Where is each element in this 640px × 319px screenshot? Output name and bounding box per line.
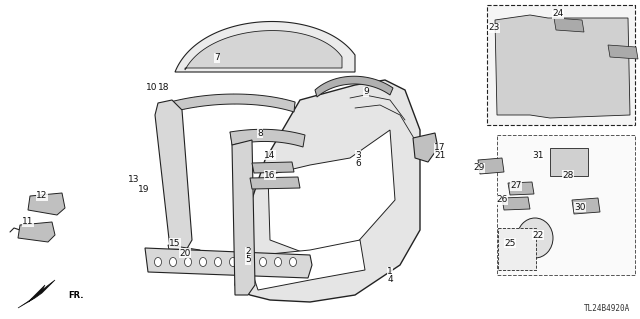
Polygon shape (508, 182, 534, 195)
Ellipse shape (200, 257, 207, 266)
Text: 20: 20 (179, 249, 191, 257)
Polygon shape (252, 162, 294, 173)
Text: 21: 21 (435, 152, 445, 160)
Text: 24: 24 (552, 10, 564, 19)
Polygon shape (315, 76, 393, 97)
Polygon shape (232, 140, 255, 295)
Polygon shape (18, 222, 55, 242)
Text: 8: 8 (257, 129, 263, 137)
Polygon shape (160, 94, 295, 115)
Ellipse shape (244, 257, 252, 266)
Text: 26: 26 (496, 196, 508, 204)
Text: 28: 28 (563, 170, 573, 180)
Text: 13: 13 (128, 175, 140, 184)
Text: TL24B4920A: TL24B4920A (584, 304, 630, 313)
Ellipse shape (230, 257, 237, 266)
Polygon shape (608, 45, 638, 59)
Polygon shape (28, 193, 65, 215)
Polygon shape (478, 158, 504, 174)
FancyBboxPatch shape (497, 135, 635, 275)
Ellipse shape (259, 257, 266, 266)
Text: 31: 31 (532, 151, 544, 160)
Ellipse shape (289, 257, 296, 266)
Text: 10: 10 (147, 84, 157, 93)
FancyBboxPatch shape (487, 5, 635, 125)
Ellipse shape (214, 257, 221, 266)
Text: 5: 5 (245, 256, 251, 264)
Bar (498, 228, 536, 270)
Polygon shape (18, 280, 55, 308)
Text: 6: 6 (355, 159, 361, 167)
Text: 18: 18 (158, 84, 170, 93)
Text: 4: 4 (387, 276, 393, 285)
Text: 7: 7 (214, 54, 220, 63)
Text: 2: 2 (245, 248, 251, 256)
Ellipse shape (170, 257, 177, 266)
Ellipse shape (517, 218, 553, 258)
Polygon shape (572, 198, 600, 214)
Text: 3: 3 (355, 151, 361, 160)
Ellipse shape (275, 257, 282, 266)
Text: 22: 22 (532, 231, 543, 240)
Text: 11: 11 (22, 218, 34, 226)
Polygon shape (268, 130, 395, 255)
Polygon shape (235, 80, 420, 302)
Text: FR.: FR. (68, 292, 83, 300)
Polygon shape (554, 18, 584, 32)
Text: 25: 25 (504, 239, 516, 248)
Text: 14: 14 (264, 151, 276, 160)
Text: 12: 12 (36, 191, 48, 201)
Polygon shape (413, 133, 438, 162)
Polygon shape (145, 248, 312, 278)
Text: 23: 23 (488, 24, 500, 33)
Text: 17: 17 (435, 144, 445, 152)
Text: 19: 19 (138, 186, 150, 195)
Text: 15: 15 (169, 239, 180, 248)
Text: 27: 27 (510, 182, 522, 190)
Text: 9: 9 (363, 87, 369, 97)
Polygon shape (168, 245, 205, 265)
Polygon shape (495, 15, 630, 118)
Text: 16: 16 (264, 170, 276, 180)
Polygon shape (230, 129, 305, 147)
Ellipse shape (154, 257, 161, 266)
Text: 29: 29 (474, 164, 484, 173)
Text: 30: 30 (574, 203, 586, 211)
Text: 1: 1 (387, 268, 393, 277)
Polygon shape (250, 177, 300, 189)
Polygon shape (185, 31, 342, 70)
Bar (550, 148, 588, 176)
Polygon shape (248, 240, 365, 290)
Polygon shape (155, 100, 192, 252)
Polygon shape (175, 21, 355, 72)
Ellipse shape (184, 257, 191, 266)
Polygon shape (502, 197, 530, 210)
